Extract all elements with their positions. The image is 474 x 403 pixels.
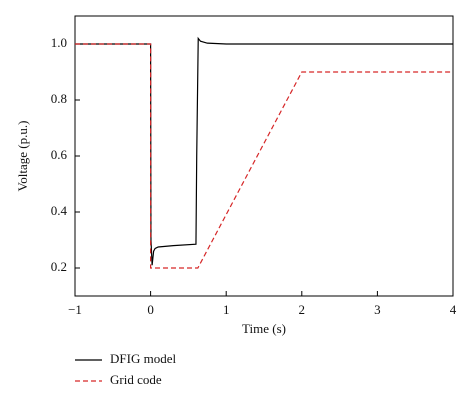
legend-label: Grid code: [110, 372, 162, 387]
x-tick-label: 1: [223, 302, 230, 317]
y-axis-label: Voltage (p.u.): [15, 121, 30, 192]
y-tick-label: 0.2: [51, 259, 67, 274]
y-tick-label: 1.0: [51, 35, 67, 50]
x-tick-label: 0: [147, 302, 154, 317]
y-tick-label: 0.8: [51, 91, 67, 106]
x-axis-label: Time (s): [242, 321, 286, 336]
plot-frame: [74, 15, 454, 297]
x-tick-label: 2: [299, 302, 306, 317]
x-tick-label: 4: [450, 302, 457, 317]
x-tick-label: 3: [374, 302, 381, 317]
legend-label: DFIG model: [110, 351, 176, 366]
series-line: [75, 36, 453, 266]
y-tick-label: 0.6: [51, 147, 68, 162]
series-line: [75, 43, 453, 269]
y-tick-label: 0.4: [51, 203, 68, 218]
x-tick-label: −1: [68, 302, 82, 317]
